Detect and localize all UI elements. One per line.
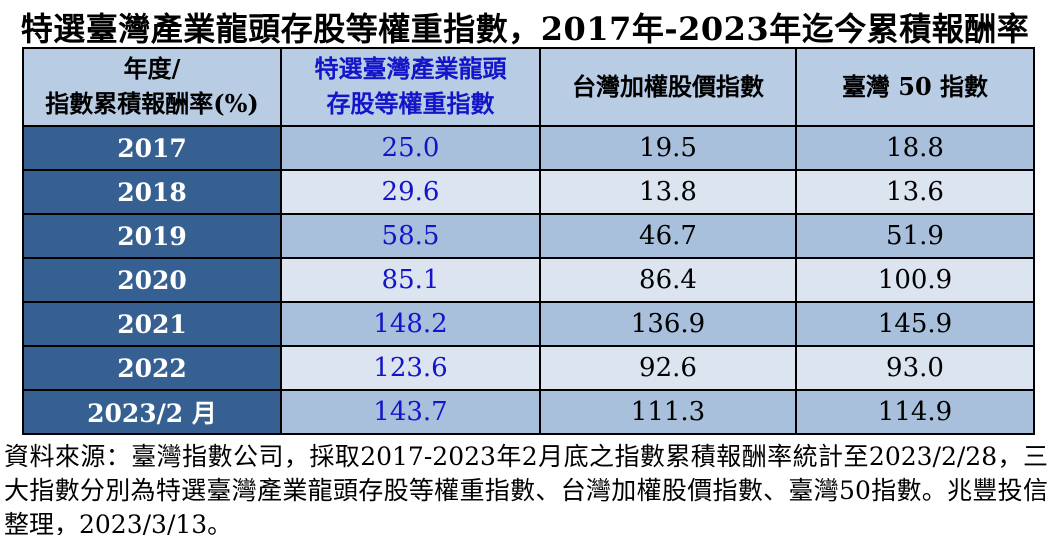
tw50-value-cell: 145.9 [795,301,1035,347]
tw50-value-cell: 93.0 [795,345,1035,391]
returns-table: 年度/ 指數累積報酬率(%) 特選臺灣產業龍頭 存股等權重指數 台灣加權股價指數… [22,47,1035,435]
taiex-value-cell: 46.7 [539,213,797,259]
taiex-value-cell: 92.6 [539,345,797,391]
table-row-2019: 2019 58.5 46.7 51.9 [22,213,1035,259]
year-cell: 2019 [22,213,282,259]
tw50-value-cell: 13.6 [795,169,1035,215]
table-row-2020: 2020 85.1 86.4 100.9 [22,257,1035,303]
year-cell: 2021 [22,301,282,347]
table-row-2017: 2017 25.0 19.5 18.8 [22,125,1035,171]
year-cell: 2023/2 月 [22,389,282,435]
header-taiex-index: 台灣加權股價指數 [539,47,797,127]
featured-value-cell: 85.1 [280,257,541,303]
table-row-2021: 2021 148.2 136.9 145.9 [22,301,1035,347]
header-year-column: 年度/ 指數累積報酬率(%) [22,47,282,127]
year-cell: 2022 [22,345,282,391]
header-row: 年度/ 指數累積報酬率(%) 特選臺灣產業龍頭 存股等權重指數 台灣加權股價指數… [22,47,1035,127]
header-tw50-index: 臺灣 50 指數 [795,47,1035,127]
tw50-value-cell: 51.9 [795,213,1035,259]
taiex-value-cell: 19.5 [539,125,797,171]
taiex-value-cell: 136.9 [539,301,797,347]
tw50-value-cell: 114.9 [795,389,1035,435]
tw50-value-cell: 100.9 [795,257,1035,303]
header-featured-index: 特選臺灣產業龍頭 存股等權重指數 [280,47,541,127]
year-cell: 2018 [22,169,282,215]
year-cell: 2020 [22,257,282,303]
year-cell: 2017 [22,125,282,171]
featured-value-cell: 25.0 [280,125,541,171]
table-row-2022: 2022 123.6 92.6 93.0 [22,345,1035,391]
page-title: 特選臺灣產業龍頭存股等權重指數，2017年-2023年迄今累積報酬率 [20,10,1030,48]
taiex-value-cell: 111.3 [539,389,797,435]
table-row-2018: 2018 29.6 13.8 13.6 [22,169,1035,215]
tw50-value-cell: 18.8 [795,125,1035,171]
source-footnote: 資料來源：臺灣指數公司，採取2017-2023年2月底之指數累積報酬率統計至20… [4,442,1048,535]
header-year-line2: 指數累積報酬率(%) [45,89,259,118]
taiex-value-cell: 86.4 [539,257,797,303]
table-row-2023-feb: 2023/2 月 143.7 111.3 114.9 [22,389,1035,435]
taiex-value-cell: 13.8 [539,169,797,215]
header-featured-line2: 存股等權重指數 [326,89,495,118]
featured-value-cell: 29.6 [280,169,541,215]
featured-value-cell: 148.2 [280,301,541,347]
featured-value-cell: 123.6 [280,345,541,391]
header-featured-line1: 特選臺灣產業龍頭 [314,54,507,84]
featured-value-cell: 143.7 [280,389,541,435]
featured-value-cell: 58.5 [280,213,541,259]
header-year-line1: 年度/ [123,54,181,84]
